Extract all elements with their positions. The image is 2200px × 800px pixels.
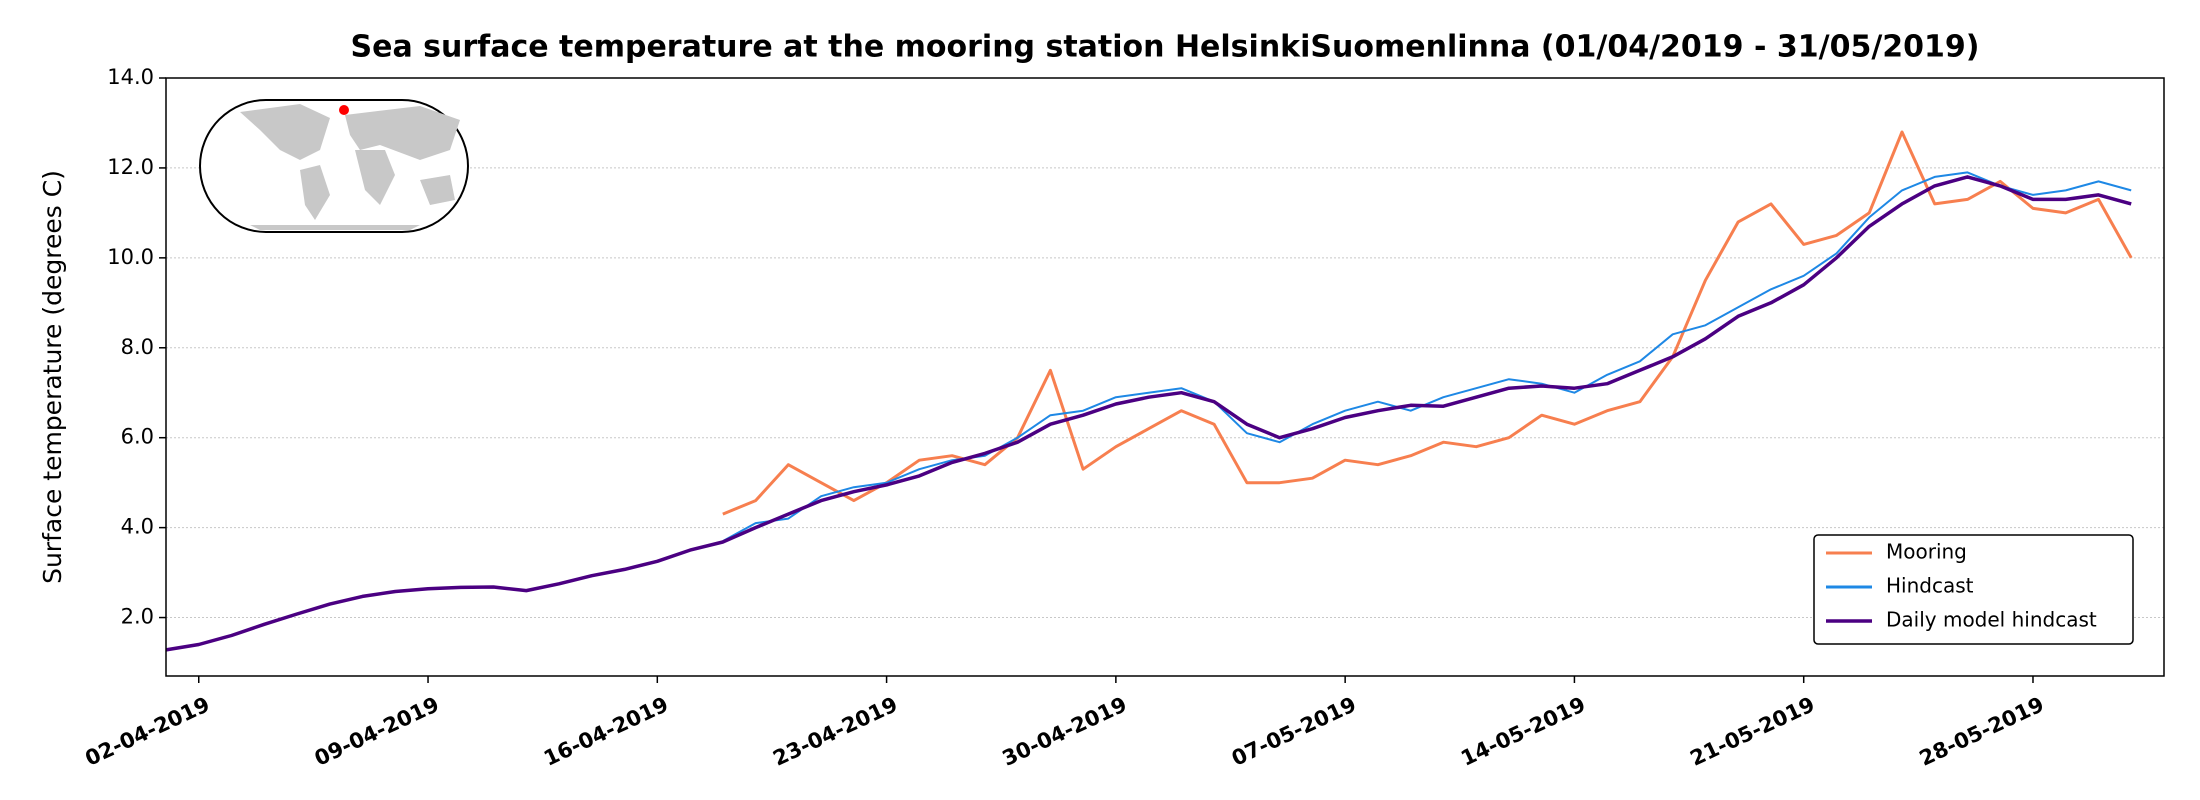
y-tick-label: 4.0 <box>121 515 154 539</box>
y-tick-label: 14.0 <box>107 65 154 89</box>
series-line <box>722 130 2133 516</box>
station-marker <box>339 105 349 115</box>
legend-label: Hindcast <box>1886 574 1974 598</box>
series-line <box>165 175 2132 652</box>
plot-area <box>165 130 2133 652</box>
y-tick-label: 2.0 <box>121 605 154 629</box>
legend-box <box>1813 534 2134 645</box>
y-tick-label: 8.0 <box>121 335 154 359</box>
legend: Mooring Hindcast Daily model hindcast <box>1813 534 2134 645</box>
legend-label: Mooring <box>1886 540 1967 564</box>
y-tick-label: 12.0 <box>107 155 154 179</box>
inset-map <box>199 99 469 233</box>
plot-frame <box>165 77 2165 677</box>
y-tick-label: 10.0 <box>107 245 154 269</box>
legend-label: Daily model hindcast <box>1886 608 2097 632</box>
y-axis-label: Surface temperature (degrees C) <box>38 170 67 584</box>
chart-title: Sea surface temperature at the mooring s… <box>351 30 1980 65</box>
map-land <box>240 104 460 230</box>
y-tick-label: 6.0 <box>121 425 154 449</box>
